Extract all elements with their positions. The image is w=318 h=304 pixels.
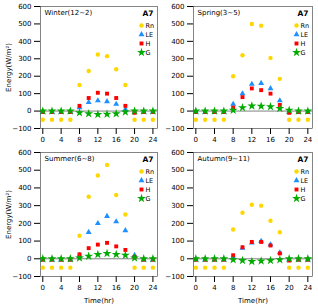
svg-text:8: 8 [77,284,81,292]
svg-text:20: 20 [285,284,294,292]
svg-text:H: H [301,186,306,194]
svg-text:12: 12 [93,136,102,144]
svg-text:300: 300 [18,55,31,63]
svg-text:Time(hr): Time(hr) [83,297,114,304]
svg-text:G: G [146,195,151,203]
svg-text:Autumn(9~11): Autumn(9~11) [198,155,251,163]
svg-text:−100: −100 [12,125,31,133]
svg-text:12: 12 [247,136,256,144]
svg-text:Rn: Rn [301,22,310,30]
svg-text:100: 100 [18,237,31,245]
svg-text:A7: A7 [297,155,308,164]
svg-text:600: 600 [171,149,184,157]
svg-text:24: 24 [303,136,312,144]
svg-text:LE: LE [146,177,154,185]
svg-text:20: 20 [130,136,139,144]
svg-text:H: H [146,40,151,48]
svg-text:300: 300 [18,202,31,210]
svg-text:100: 100 [171,237,184,245]
svg-text:Energy(W/m²): Energy(W/m²) [5,43,13,92]
svg-text:Energy(W/m²): Energy(W/m²) [5,190,13,239]
svg-text:Rn: Rn [146,22,155,30]
svg-text:A7: A7 [142,9,153,18]
svg-text:400: 400 [171,38,184,46]
svg-text:Rn: Rn [146,168,155,176]
svg-text:A7: A7 [142,155,153,164]
svg-text:500: 500 [18,166,31,174]
svg-text:400: 400 [18,38,31,46]
svg-text:LE: LE [301,177,309,185]
svg-text:Rn: Rn [301,168,310,176]
svg-text:0: 0 [194,284,198,292]
svg-text:200: 200 [18,220,31,228]
svg-text:600: 600 [171,3,184,11]
svg-text:−100: −100 [165,273,184,281]
svg-text:H: H [146,186,151,194]
svg-text:4: 4 [212,136,217,144]
svg-text:LE: LE [301,31,309,39]
svg-text:4: 4 [59,284,64,292]
svg-text:0: 0 [27,255,31,263]
svg-text:16: 16 [112,284,121,292]
svg-text:300: 300 [171,202,184,210]
svg-text:300: 300 [171,55,184,63]
svg-text:200: 200 [171,220,184,228]
svg-text:0: 0 [27,107,31,115]
svg-text:4: 4 [212,284,217,292]
svg-text:8: 8 [231,284,235,292]
svg-text:8: 8 [231,136,235,144]
svg-text:0: 0 [180,255,184,263]
svg-text:H: H [301,40,306,48]
svg-text:0: 0 [41,136,45,144]
svg-text:500: 500 [171,166,184,174]
svg-text:−100: −100 [165,125,184,133]
svg-text:G: G [301,195,306,203]
svg-text:8: 8 [77,136,81,144]
svg-text:24: 24 [148,136,157,144]
svg-text:LE: LE [146,31,154,39]
svg-text:0: 0 [194,136,198,144]
svg-text:100: 100 [171,90,184,98]
svg-text:Summer(6~8): Summer(6~8) [45,155,95,163]
svg-text:0: 0 [180,107,184,115]
svg-text:400: 400 [18,184,31,192]
svg-text:100: 100 [18,90,31,98]
svg-text:500: 500 [18,20,31,28]
svg-text:20: 20 [130,284,139,292]
svg-text:Winter(12~2): Winter(12~2) [45,9,93,17]
svg-text:200: 200 [18,72,31,80]
svg-text:20: 20 [285,136,294,144]
svg-text:24: 24 [148,284,157,292]
svg-text:Time(hr): Time(hr) [237,297,268,304]
svg-text:16: 16 [266,136,275,144]
svg-text:G: G [146,49,151,57]
svg-text:Spring(3~5): Spring(3~5) [198,9,241,17]
svg-text:500: 500 [171,20,184,28]
svg-text:G: G [301,49,306,57]
svg-text:A7: A7 [297,9,308,18]
svg-text:16: 16 [266,284,275,292]
svg-text:12: 12 [247,284,256,292]
svg-text:0: 0 [41,284,45,292]
svg-text:200: 200 [171,72,184,80]
svg-text:400: 400 [171,184,184,192]
svg-text:12: 12 [93,284,102,292]
svg-text:16: 16 [112,136,121,144]
svg-text:24: 24 [303,284,312,292]
svg-text:600: 600 [18,3,31,11]
svg-text:600: 600 [18,149,31,157]
svg-text:−100: −100 [12,273,31,281]
svg-text:4: 4 [59,136,64,144]
